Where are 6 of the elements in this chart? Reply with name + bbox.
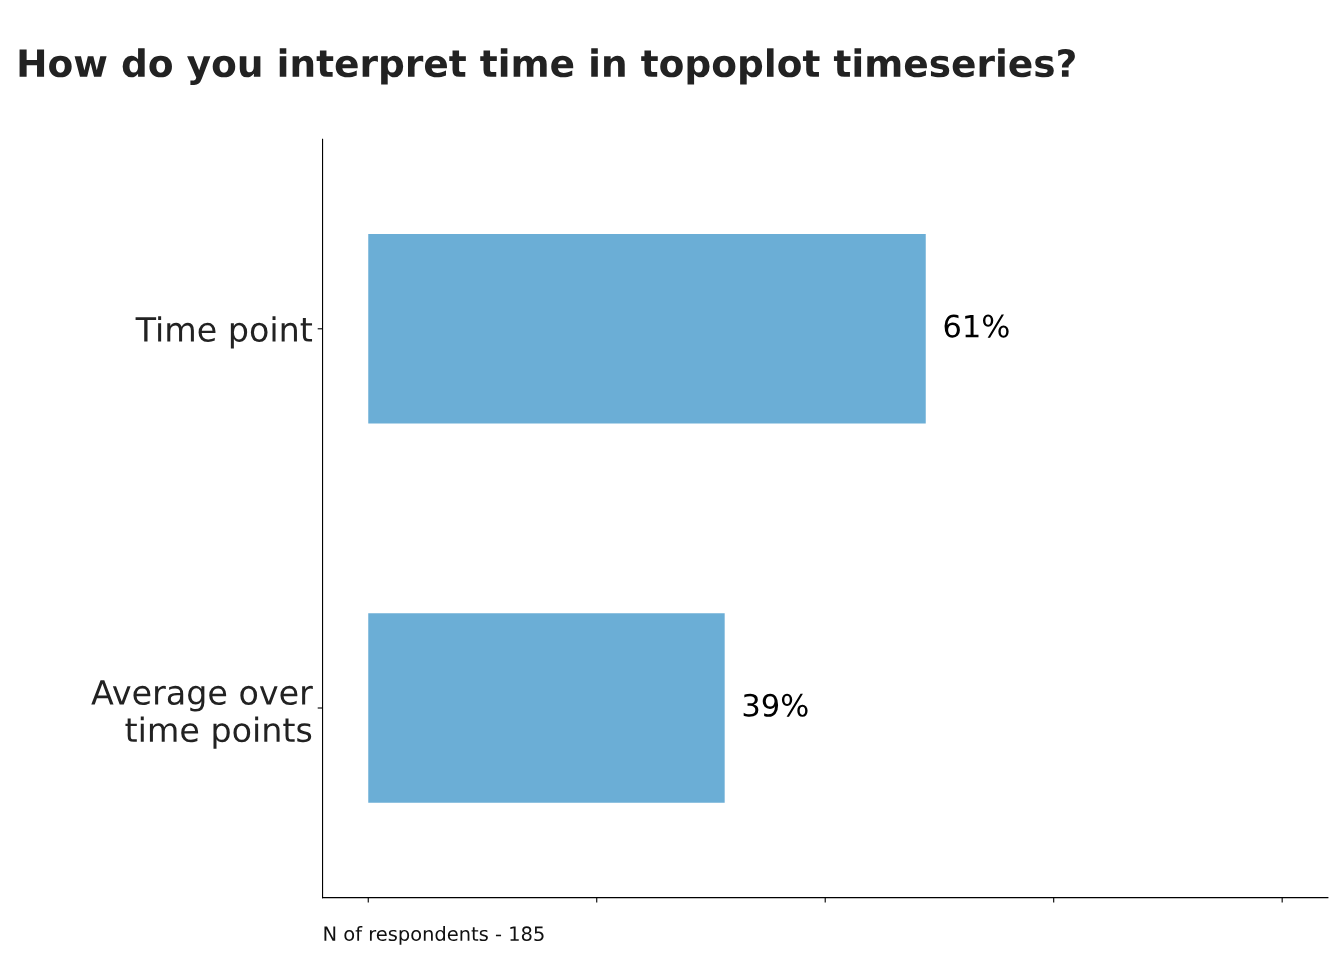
chart-title: How do you interpret time in topoplot timeseries? (19, 48, 1075, 85)
data-label: 61% (944, 314, 1009, 338)
data-label: 39% (743, 693, 808, 717)
y-tick-label: Time point (135, 316, 313, 349)
y-tick-label: Average over time points (91, 680, 313, 749)
text: N of respondents - 185 (324, 926, 544, 945)
